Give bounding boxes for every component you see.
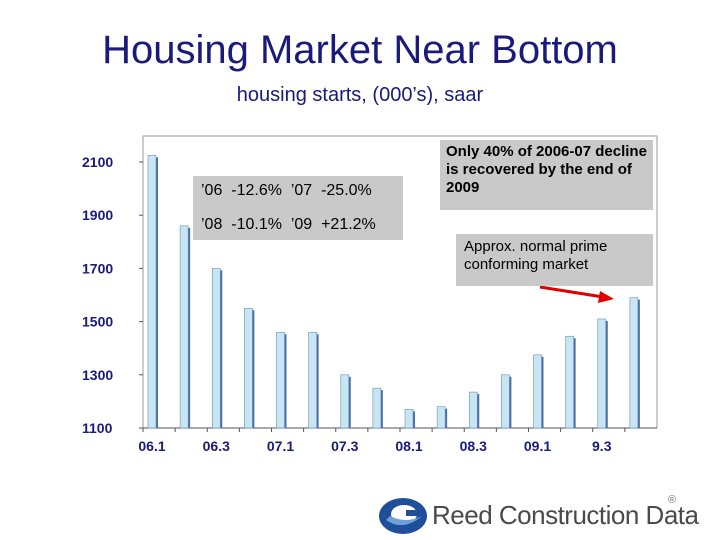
bar xyxy=(211,268,221,429)
bar xyxy=(436,406,446,429)
x-tick-label: 07.1 xyxy=(267,438,294,454)
x-tick-label: 09.1 xyxy=(524,438,551,454)
y-tick-label: 1100 xyxy=(82,420,113,436)
bar xyxy=(147,155,157,429)
bar xyxy=(179,225,189,429)
bar xyxy=(372,387,382,429)
arrow-line xyxy=(539,285,604,299)
bar xyxy=(565,335,574,429)
x-tick-label: 06.1 xyxy=(138,438,165,454)
bar xyxy=(533,354,542,429)
bar xyxy=(276,331,285,429)
page-subtitle: housing starts, (000’s), saar xyxy=(236,84,484,106)
bar xyxy=(629,297,639,429)
bar xyxy=(597,318,607,429)
reed-swirl-icon xyxy=(379,498,427,534)
x-tick-label: 06.3 xyxy=(203,438,230,454)
y-tick-label: 1500 xyxy=(82,314,113,330)
bar xyxy=(244,307,253,429)
bar xyxy=(308,331,317,429)
bar xyxy=(468,391,478,429)
annual-change-callout: ’06 -12.6% ’07 -25.0% ’08 -10.1% ’09 +21… xyxy=(193,176,403,240)
normal-market-callout: Approx. normal prime conforming market xyxy=(456,234,653,286)
annual-change-line-1: ’06 -12.6% ’07 -25.0% xyxy=(201,182,372,199)
logo-wordmark: Reed Construction Data xyxy=(432,500,699,530)
y-tick-label: 1900 xyxy=(82,207,113,223)
bar xyxy=(501,374,510,429)
registered-mark: ® xyxy=(668,494,677,506)
y-tick-label: 1300 xyxy=(82,367,113,383)
x-tick-label: 07.3 xyxy=(331,438,358,454)
page-title: Housing Market Near Bottom xyxy=(102,28,618,72)
y-tick-label: 2100 xyxy=(82,154,113,170)
reed-construction-data-logo: Reed Construction Data ® xyxy=(376,490,699,540)
arrow-head xyxy=(598,291,614,303)
x-tick-label: 08.3 xyxy=(460,438,487,454)
annual-change-line-2: ’08 -10.1% ’09 +21.2% xyxy=(201,216,376,233)
y-tick-label: 1700 xyxy=(82,260,113,276)
bar xyxy=(404,409,414,429)
decline-recovery-callout: Only 40% of 2006-07 decline is recovered… xyxy=(440,140,653,210)
bar xyxy=(340,374,350,429)
x-tick-label: 08.1 xyxy=(395,438,422,454)
x-tick-label: 9.3 xyxy=(592,438,612,454)
